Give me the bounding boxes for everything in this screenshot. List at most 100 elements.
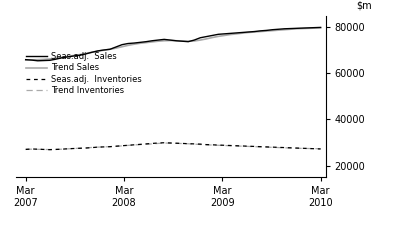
Trend Sales bbox=[282, 28, 287, 31]
Trend Sales bbox=[300, 27, 305, 30]
Seas.adj.  Sales bbox=[258, 30, 263, 32]
Trend Sales bbox=[90, 51, 94, 54]
Trend Inventories bbox=[90, 146, 94, 149]
Trend Inventories bbox=[276, 146, 281, 149]
Trend Inventories bbox=[288, 147, 293, 149]
Seas.adj.  Inventories bbox=[168, 142, 173, 144]
Line: Seas.adj.  Sales: Seas.adj. Sales bbox=[26, 27, 321, 61]
Seas.adj.  Inventories bbox=[77, 147, 82, 150]
Trend Inventories bbox=[300, 147, 305, 150]
Seas.adj.  Sales bbox=[54, 58, 58, 61]
Trend Inventories bbox=[156, 142, 160, 145]
Seas.adj.  Sales bbox=[210, 34, 215, 37]
Seas.adj.  Sales bbox=[162, 38, 166, 41]
Trend Inventories bbox=[119, 145, 124, 147]
Seas.adj.  Sales bbox=[41, 59, 46, 62]
Seas.adj.  Inventories bbox=[83, 147, 88, 149]
Seas.adj.  Sales bbox=[77, 54, 82, 57]
Seas.adj.  Inventories bbox=[60, 148, 64, 151]
Seas.adj.  Inventories bbox=[300, 147, 305, 150]
Trend Sales bbox=[119, 45, 124, 48]
Seas.adj.  Inventories bbox=[198, 143, 202, 146]
Seas.adj.  Sales bbox=[282, 27, 287, 30]
Trend Sales bbox=[306, 27, 311, 30]
Seas.adj.  Inventories bbox=[312, 147, 317, 150]
Trend Sales bbox=[60, 56, 64, 59]
Seas.adj.  Sales bbox=[174, 39, 179, 42]
Seas.adj.  Sales bbox=[312, 26, 317, 29]
Trend Sales bbox=[156, 40, 160, 43]
Trend Inventories bbox=[132, 144, 137, 146]
Seas.adj.  Inventories bbox=[246, 145, 251, 148]
Seas.adj.  Inventories bbox=[204, 143, 209, 146]
Trend Sales bbox=[77, 53, 82, 56]
Trend Inventories bbox=[162, 142, 166, 144]
Trend Inventories bbox=[108, 145, 112, 148]
Trend Inventories bbox=[125, 144, 130, 147]
Trend Sales bbox=[198, 39, 202, 41]
Trend Sales bbox=[180, 40, 185, 42]
Seas.adj.  Sales bbox=[270, 28, 275, 31]
Trend Sales bbox=[54, 57, 58, 60]
Seas.adj.  Inventories bbox=[270, 146, 275, 148]
Trend Inventories bbox=[258, 146, 263, 148]
Seas.adj.  Sales bbox=[198, 36, 202, 39]
Trend Inventories bbox=[35, 148, 40, 151]
Seas.adj.  Inventories bbox=[264, 146, 269, 148]
Trend Inventories bbox=[23, 148, 28, 151]
Seas.adj.  Inventories bbox=[138, 143, 143, 146]
Trend Inventories bbox=[150, 143, 154, 145]
Trend Sales bbox=[47, 58, 52, 60]
Seas.adj.  Inventories bbox=[306, 147, 311, 150]
Seas.adj.  Inventories bbox=[35, 148, 40, 151]
Trend Sales bbox=[276, 29, 281, 32]
Seas.adj.  Inventories bbox=[144, 143, 148, 145]
Seas.adj.  Inventories bbox=[252, 145, 257, 148]
Trend Sales bbox=[222, 34, 227, 37]
Trend Inventories bbox=[186, 142, 191, 145]
Trend Inventories bbox=[192, 143, 197, 146]
Seas.adj.  Inventories bbox=[222, 144, 227, 147]
Seas.adj.  Inventories bbox=[318, 148, 323, 150]
Seas.adj.  Sales bbox=[228, 32, 233, 35]
Line: Trend Sales: Trend Sales bbox=[26, 28, 321, 60]
Trend Sales bbox=[102, 49, 106, 52]
Trend Inventories bbox=[60, 148, 64, 151]
Seas.adj.  Sales bbox=[264, 29, 269, 32]
Trend Inventories bbox=[66, 148, 70, 150]
Trend Inventories bbox=[77, 147, 82, 150]
Legend: Seas.adj.  Sales, Trend Sales, Seas.adj.  Inventories, Trend Inventories: Seas.adj. Sales, Trend Sales, Seas.adj. … bbox=[23, 49, 146, 98]
Line: Seas.adj.  Inventories: Seas.adj. Inventories bbox=[26, 143, 321, 150]
Trend Sales bbox=[29, 59, 34, 61]
Seas.adj.  Sales bbox=[252, 30, 257, 33]
Seas.adj.  Sales bbox=[125, 42, 130, 45]
Seas.adj.  Sales bbox=[288, 27, 293, 30]
Seas.adj.  Sales bbox=[96, 49, 100, 52]
Seas.adj.  Inventories bbox=[23, 148, 28, 151]
Seas.adj.  Sales bbox=[102, 49, 106, 51]
Trend Inventories bbox=[102, 146, 106, 148]
Trend Sales bbox=[66, 55, 70, 58]
Trend Sales bbox=[162, 39, 166, 42]
Trend Inventories bbox=[144, 143, 148, 146]
Seas.adj.  Inventories bbox=[54, 148, 58, 151]
Seas.adj.  Sales bbox=[180, 40, 185, 43]
Trend Inventories bbox=[198, 143, 202, 146]
Trend Sales bbox=[71, 54, 76, 57]
Trend Sales bbox=[23, 59, 28, 62]
Trend Inventories bbox=[29, 148, 34, 151]
Text: $m: $m bbox=[357, 0, 372, 10]
Seas.adj.  Sales bbox=[156, 39, 160, 41]
Trend Sales bbox=[234, 32, 239, 35]
Seas.adj.  Sales bbox=[216, 33, 221, 36]
Trend Sales bbox=[264, 30, 269, 32]
Seas.adj.  Sales bbox=[23, 58, 28, 61]
Trend Sales bbox=[312, 27, 317, 30]
Seas.adj.  Sales bbox=[144, 40, 148, 43]
Trend Sales bbox=[288, 28, 293, 31]
Trend Sales bbox=[114, 47, 118, 49]
Seas.adj.  Sales bbox=[66, 56, 70, 58]
Trend Inventories bbox=[240, 145, 245, 148]
Trend Inventories bbox=[204, 143, 209, 146]
Seas.adj.  Inventories bbox=[216, 144, 221, 146]
